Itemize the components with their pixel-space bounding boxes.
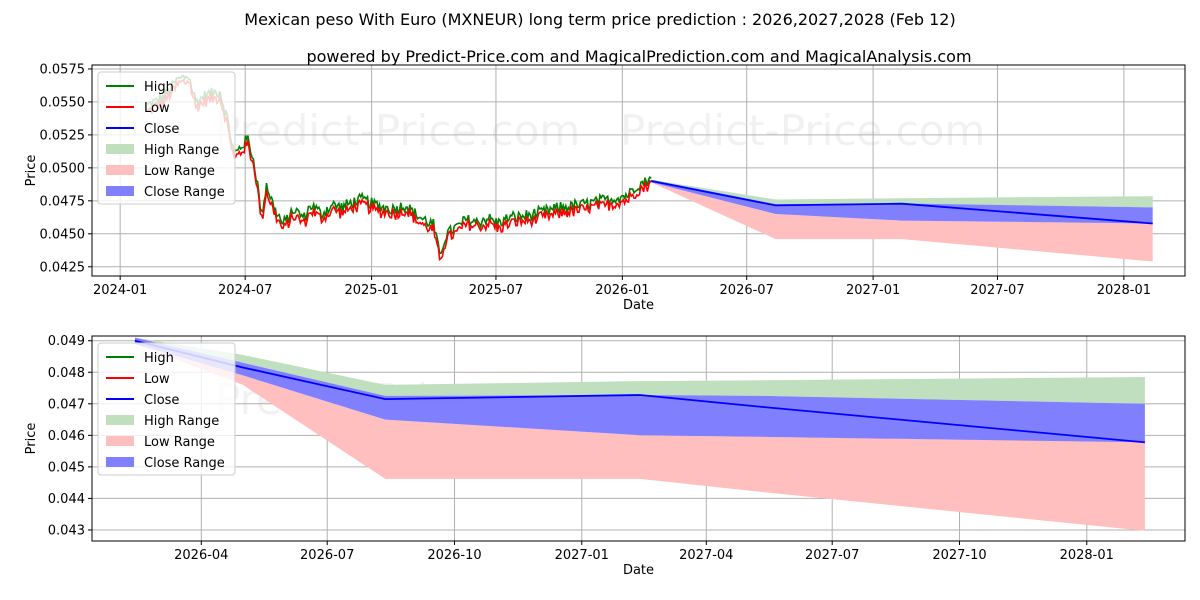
legend-label: Close Range xyxy=(144,185,225,200)
legend-swatch-patch xyxy=(106,165,134,175)
x-tick-label: 2025-07 xyxy=(469,283,523,298)
x-tick-label: 2026-04 xyxy=(174,548,228,563)
legend-swatch-patch xyxy=(106,186,134,196)
legend: High Low Close High Range Low Range Close Ran… xyxy=(97,71,236,205)
x-tick-label: 2028-01 xyxy=(1060,548,1114,563)
legend-label: Low Range xyxy=(144,164,215,179)
plot-area xyxy=(134,337,1145,531)
close-series-line xyxy=(651,180,1153,225)
legend-label: Close xyxy=(144,122,179,137)
y-tick-label: 0.044 xyxy=(48,492,85,507)
bottom-panel: Predict-Price.comPredict-Price.com2026-0… xyxy=(24,334,1186,578)
x-tick-label: 2027-07 xyxy=(970,283,1024,298)
x-tick-label: 2028-01 xyxy=(1097,283,1151,298)
y-tick-label: 0.0525 xyxy=(40,128,86,143)
plot-frame xyxy=(91,64,1186,277)
watermark: Predict-Price.com xyxy=(215,106,580,155)
legend-label: Close Range xyxy=(144,456,225,471)
y-tick-label: 0.0550 xyxy=(40,95,86,110)
y-tick-label: 0.0575 xyxy=(40,62,86,77)
legend-label: Close xyxy=(144,393,179,408)
low-range-band xyxy=(651,182,1153,262)
plot-frame xyxy=(91,335,1186,542)
x-tick-label: 2027-01 xyxy=(555,548,609,563)
legend-swatch-patch xyxy=(106,436,134,446)
y-tick-label: 0.0500 xyxy=(40,161,86,176)
x-tick-label: 2026-07 xyxy=(720,283,774,298)
y-tick-label: 0.046 xyxy=(48,429,85,444)
legend-label: High xyxy=(144,351,174,366)
legend-label: Low xyxy=(144,372,170,387)
x-tick-label: 2027-07 xyxy=(805,548,859,563)
legend-swatch-patch xyxy=(106,144,134,154)
x-tick-label: 2025-01 xyxy=(344,283,398,298)
legend-label: Low xyxy=(144,101,170,116)
legend-label: High xyxy=(144,80,174,95)
legend: High Low Close High Range Low Range Close Ran… xyxy=(97,342,236,476)
y-tick-label: 0.047 xyxy=(48,397,85,412)
y-tick-label: 0.0475 xyxy=(40,194,86,209)
x-tick-label: 2027-04 xyxy=(679,548,733,563)
watermark: Predict-Price.com xyxy=(620,106,985,155)
high-range-band xyxy=(651,179,1153,208)
x-tick-label: 2027-10 xyxy=(932,548,986,563)
close-range-band xyxy=(651,179,1153,224)
legend-label: High Range xyxy=(144,143,219,158)
close-range-band xyxy=(134,337,1145,443)
y-tick-label: 0.049 xyxy=(48,334,85,349)
high-range-band xyxy=(134,337,1145,404)
y-tick-label: 0.0450 xyxy=(40,227,86,242)
legend-swatch-patch xyxy=(106,415,134,425)
y-axis-label: Price xyxy=(24,423,39,455)
legend-label: Low Range xyxy=(144,435,215,450)
x-tick-label: 2026-07 xyxy=(300,548,354,563)
x-tick-label: 2026-01 xyxy=(595,283,649,298)
x-tick-label: 2024-01 xyxy=(93,283,147,298)
x-tick-label: 2027-01 xyxy=(846,283,900,298)
x-axis-label: Date xyxy=(623,298,654,313)
y-tick-label: 0.043 xyxy=(48,523,85,538)
top-panel: Predict-Price.com Predict-Price.com 2024-0… xyxy=(24,62,1186,313)
x-axis-label: Date xyxy=(623,563,654,578)
chart-subtitle: powered by Predict-Price.com and Magical… xyxy=(306,47,971,66)
y-tick-label: 0.048 xyxy=(48,366,85,381)
y-tick-label: 0.0425 xyxy=(40,260,86,275)
low-range-band xyxy=(134,343,1145,531)
chart-title: Mexican peso With Euro (MXNEUR) long ter… xyxy=(244,10,955,29)
legend-label: High Range xyxy=(144,414,219,429)
y-tick-label: 0.045 xyxy=(48,460,85,475)
legend-swatch-patch xyxy=(106,457,134,467)
y-axis-label: Price xyxy=(24,155,39,187)
x-tick-label: 2026-10 xyxy=(427,548,481,563)
x-tick-label: 2024-07 xyxy=(218,283,272,298)
